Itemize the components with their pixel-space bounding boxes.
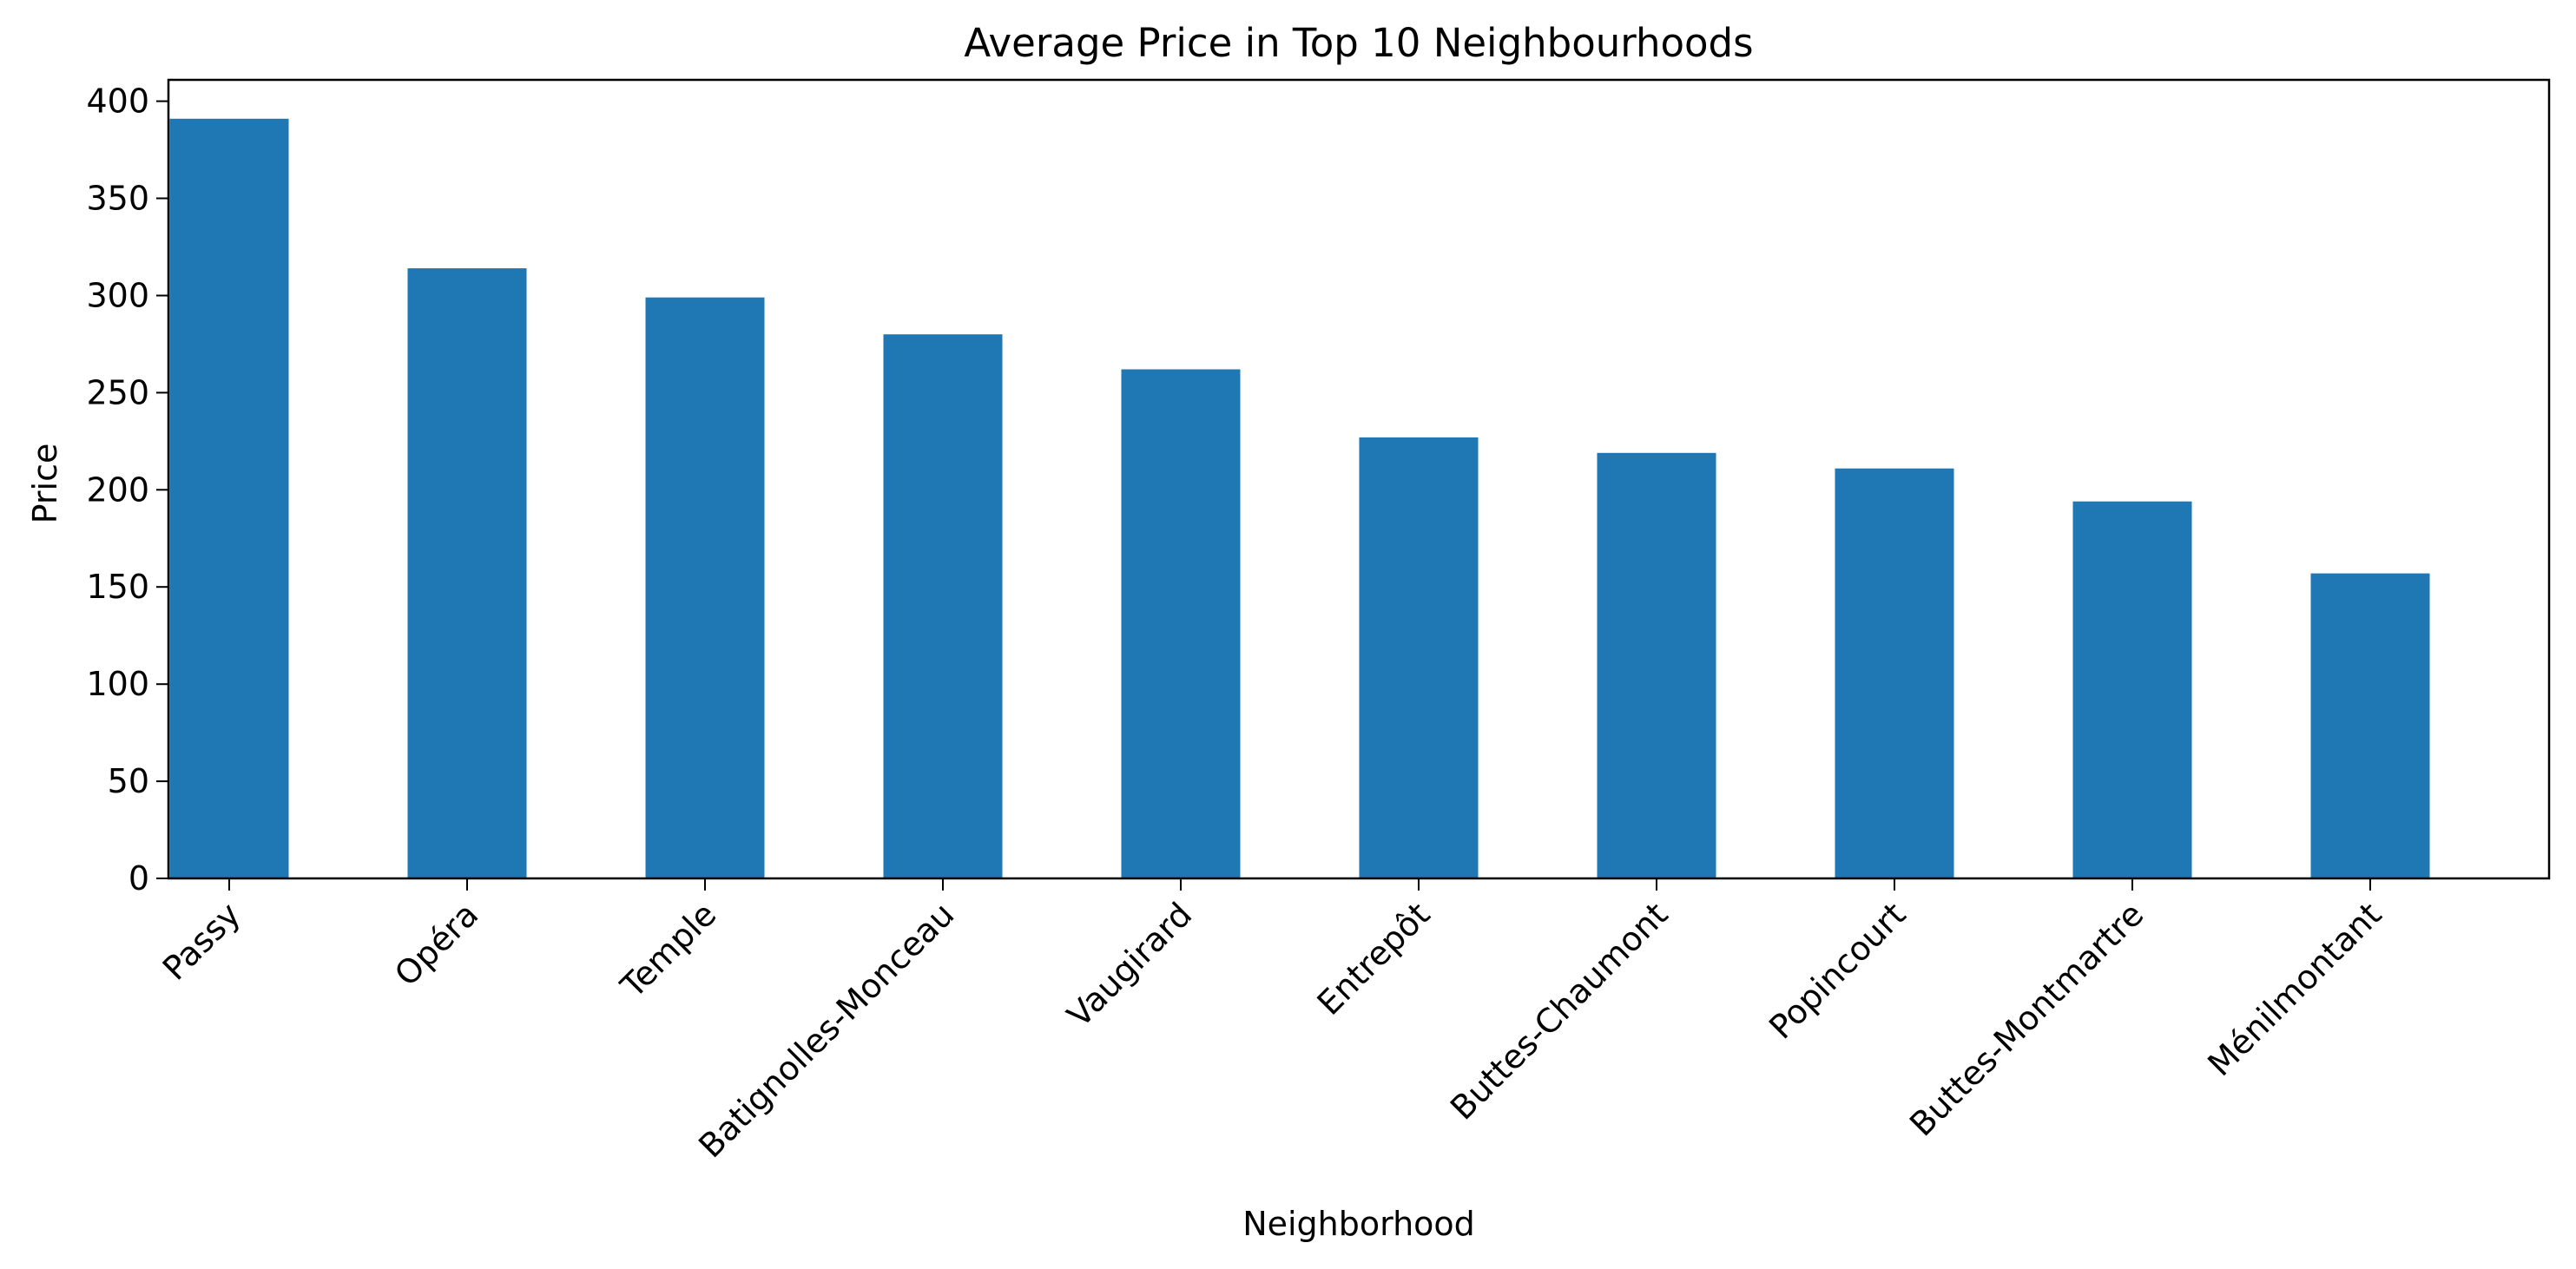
x-axis-label: Neighborhood [1242,1205,1475,1243]
bar-temple [645,297,765,878]
y-tick-label: 350 [86,180,149,218]
bar-entrepot [1359,437,1479,878]
bar-passy [169,118,289,879]
plot-frame [167,78,2551,880]
y-axis: 0 50 100 150 200 250 300 350 400 [86,82,168,898]
y-tick-label: 250 [86,373,149,411]
bar-buttes-chaumont [1597,452,1716,878]
y-tick-label: 200 [86,470,149,509]
bar-popincourt [1835,468,1954,878]
y-tick-label: 150 [86,568,149,606]
bar-buttes-montmartre [2072,501,2192,878]
bar-opera [407,268,527,879]
chart-title: Average Price in Top 10 Neighbourhoods [964,20,1753,66]
bar-menilmontant [2310,573,2430,878]
y-tick-label: 300 [86,277,149,315]
bar-batignolles-monceau [883,334,1003,878]
bar-vaugirard [1121,369,1241,878]
y-axis-label: Price [26,444,64,524]
bars-group [169,118,2430,879]
y-tick-label: 50 [108,762,149,800]
y-tick-label: 0 [128,859,149,898]
y-tick-label: 100 [86,665,149,703]
y-tick-label: 400 [86,82,149,121]
